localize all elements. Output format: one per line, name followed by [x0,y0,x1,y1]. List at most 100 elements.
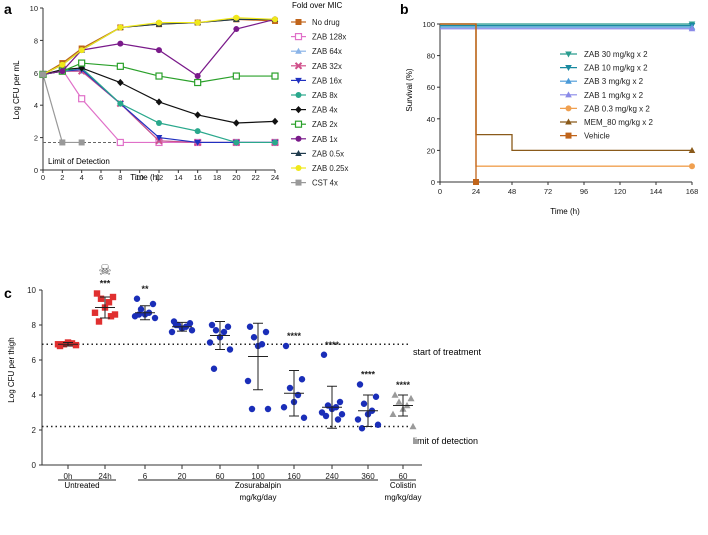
legend-a-marker [296,19,302,25]
toxicity-skull-icon: ☠ [98,262,111,279]
panel-a-data-point [272,73,278,79]
panel-c-data-point [227,346,233,352]
panel-a-data-point [117,41,123,47]
panel-a-data-point [156,98,163,105]
panel-b-xtick-label: 120 [614,187,627,196]
ref-line-label-lod: limit of detection [413,436,478,446]
legend-b-label: ZAB 30 mg/kg x 2 [584,50,648,59]
panel-c-ytick-label: 0 [32,461,37,470]
panel-a-data-point [272,16,278,22]
panel-a-data-point [79,139,85,145]
panel-c-data-point [355,416,361,422]
legend-a-label: ZAB 2x [312,120,338,129]
panel-a-data-point [117,63,123,69]
legend-a-label: ZAB 32x [312,62,342,71]
panel-b-xlabel: Time (h) [550,207,580,216]
panel-b-ylabel: Survival (%) [405,68,414,111]
legend-b-label: MEM_80 mg/kg x 2 [584,118,653,127]
panel-b-xtick-label: 24 [472,187,480,196]
panel-a-data-point [156,73,162,79]
panel-c-data-point [281,404,287,410]
panel-b-ytick-label: 60 [427,83,435,92]
legend-a-label: ZAB 0.5x [312,149,344,158]
legend-a-label: ZAB 4x [312,106,338,115]
panel-b-ytick-label: 40 [427,115,435,124]
category-zosurabalpin-unit: mg/kg/day [240,493,277,502]
panel-a-ytick-label: 4 [34,101,38,110]
panel-c-ytick-label: 2 [32,426,37,435]
panel-b-xtick-label: 144 [650,187,663,196]
panel-c-ytick-label: 4 [32,391,37,400]
panel-c-data-point [225,324,231,330]
legend-a-marker [296,180,302,186]
panel-c-data-point [407,395,414,401]
panel-b-letter: b [400,1,409,17]
legend-a-label: CST 4x [312,179,338,188]
panel-a-xtick-label: 24 [271,173,279,182]
legend-a-marker [296,136,302,142]
panel-a-xtick-label: 16 [193,173,201,182]
category-zosurabalpin: Zosurabalpin [235,481,281,490]
panel-a-series-line [43,74,82,142]
panel-a-data-point [117,79,124,86]
category-colistin-unit: mg/kg/day [385,493,422,502]
figure: a b c Log CFU per mL Time (h) Limit of D… [0,0,708,535]
panel-b-survival-line [440,24,692,150]
panel-c-data-point [96,318,102,324]
panel-a-data-point [195,20,201,26]
panel-a-data-point [59,139,65,145]
legend-b-label: ZAB 0.3 mg/kg x 2 [584,104,650,113]
panel-b-xtick-label: 48 [508,187,516,196]
panel-c-data-point [409,423,416,429]
panel-b-xtick-label: 96 [580,187,588,196]
panel-a-data-point [272,139,278,145]
panel-a-lod-label: Limit of Detection [48,157,110,166]
panel-a-ylabel: Log CFU per mL [12,60,21,120]
panel-a-data-point [195,80,201,86]
panel-c-data-point [213,327,219,333]
panel-c-data-point [134,296,140,302]
legend-a-marker [296,92,302,98]
panel-c-data-point [375,422,381,428]
panel-a-ytick-label: 6 [34,69,38,78]
panel-a-xtick-label: 4 [80,173,84,182]
panel-c-data-point [361,401,367,407]
panel-a-data-point [233,73,239,79]
panel-a-data-point [79,60,85,66]
panel-a-data-point [195,73,201,79]
panel-a-xtick-label: 6 [99,173,103,182]
panel-c-significance: ** [141,284,149,294]
panel-a-xtick-label: 2 [60,173,64,182]
legend-b-marker [566,133,572,139]
panel-c-data-point [249,406,255,412]
panel-a-xtick-label: 20 [232,173,240,182]
panel-c-data-point [152,315,158,321]
panel-a-data-point [79,47,85,53]
category-untreated: Untreated [64,481,99,490]
panel-a-data-point [40,71,46,77]
panel-c-data-point [209,322,215,328]
panel-a-data-point [59,68,65,74]
panel-a-data-point [195,128,201,134]
panel-a-series-line [43,70,275,143]
panel-c-data-point [323,413,329,419]
panel-c-data-point [357,381,363,387]
panel-b-xtick-label: 168 [686,187,699,196]
legend-b-label: ZAB 1 mg/kg x 2 [584,91,644,100]
panel-c-ytick-label: 6 [32,356,37,365]
panel-c-data-point [335,416,341,422]
panel-c-significance: **** [325,340,340,350]
panel-c-data-point [211,366,217,372]
panel-a-data-point [59,62,65,68]
panel-a-series-line [43,71,275,142]
panel-a-data-point [156,47,162,53]
panel-c-data-point [287,385,293,391]
panel-a-data-point [117,139,123,145]
panel-c-data-point [169,329,175,335]
panel-c-data-point [189,327,195,333]
legend-b-label: Vehicle [584,132,610,141]
panel-a-xtick-label: 8 [118,173,122,182]
panel-b-end-marker [689,163,695,169]
panel-b-ytick-label: 80 [427,52,435,61]
panel-c-data-point [389,411,396,417]
